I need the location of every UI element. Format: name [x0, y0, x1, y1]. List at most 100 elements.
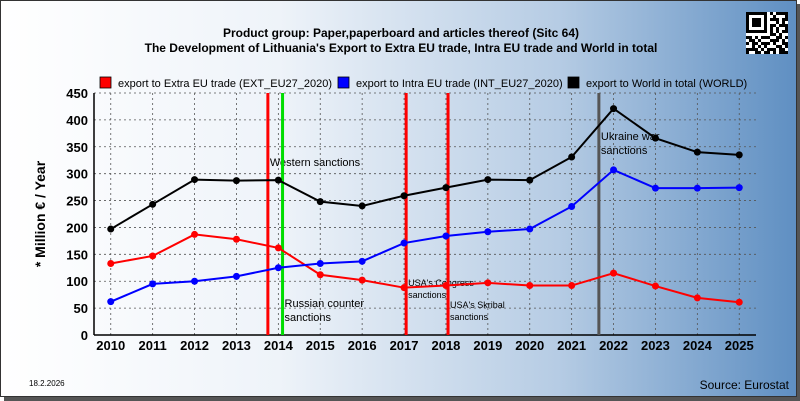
qr-module	[767, 51, 770, 54]
qr-module	[785, 45, 788, 48]
qr-module	[758, 18, 761, 21]
y-axis-label: * Million € / Year	[32, 160, 48, 267]
x-tick-label: 2014	[264, 338, 294, 353]
data-point	[484, 228, 492, 236]
qr-module	[755, 42, 758, 45]
data-point	[526, 225, 534, 233]
qr-module	[746, 51, 749, 54]
x-tick-label: 2020	[515, 338, 544, 353]
data-point	[149, 252, 157, 260]
y-tick-label: 250	[66, 194, 88, 209]
chart-subtitle: The Development of Lithuania's Export to…	[145, 41, 658, 55]
qr-module	[749, 48, 752, 51]
qr-module	[770, 33, 773, 36]
data-point	[610, 269, 618, 277]
qr-module	[758, 12, 761, 15]
qr-module	[752, 39, 755, 42]
qr-module	[764, 51, 767, 54]
qr-module	[779, 45, 782, 48]
qr-module	[782, 18, 785, 21]
qr-module	[758, 21, 761, 24]
qr-module	[752, 42, 755, 45]
qr-module	[755, 51, 758, 54]
qr-module	[782, 51, 785, 54]
event-marker-label: USA's Skribal	[450, 300, 505, 310]
qr-module	[770, 39, 773, 42]
x-tick-label: 2010	[96, 338, 125, 353]
qr-module	[755, 24, 758, 27]
qr-module	[758, 51, 761, 54]
qr-module	[776, 18, 779, 21]
qr-module	[758, 45, 761, 48]
qr-module	[764, 27, 767, 30]
qr-module	[773, 33, 776, 36]
qr-module	[782, 42, 785, 45]
qr-module	[782, 48, 785, 51]
qr-module	[785, 36, 788, 39]
qr-module	[770, 27, 773, 30]
event-marker-label: sanctions	[450, 312, 489, 322]
qr-module	[749, 39, 752, 42]
qr-module	[761, 30, 764, 33]
qr-module	[779, 33, 782, 36]
legend: export to Extra EU trade (EXT_EU27_2020)…	[99, 76, 747, 90]
x-tick-label: 2018	[431, 338, 460, 353]
qr-module	[746, 12, 749, 15]
qr-module	[746, 27, 749, 30]
qr-module	[755, 12, 758, 15]
x-tick-label: 2016	[348, 338, 377, 353]
qr-module	[773, 15, 776, 18]
data-point	[400, 239, 408, 247]
data-point	[191, 230, 199, 238]
legend-swatch	[99, 76, 112, 89]
x-tick-label: 2025	[725, 338, 754, 353]
qr-code-icon	[746, 12, 788, 54]
qr-module	[779, 12, 782, 15]
series-line	[110, 168, 740, 303]
qr-module	[776, 45, 779, 48]
qr-module	[746, 48, 749, 51]
date-stamp: 18.2.2026	[29, 379, 65, 388]
y-tick-label: 150	[66, 247, 88, 262]
qr-module	[752, 21, 755, 24]
qr-module	[776, 12, 779, 15]
x-tick-label: 2023	[641, 338, 670, 353]
data-point	[149, 200, 157, 208]
data-point	[735, 151, 743, 159]
event-marker-label: USA's Congress	[408, 278, 474, 288]
qr-module	[746, 30, 749, 33]
x-tick-label: 2024	[683, 338, 713, 353]
qr-module	[782, 21, 785, 24]
y-tick-label: 400	[66, 113, 88, 128]
data-point	[107, 298, 115, 306]
event-marker-label: Ukraine war	[601, 131, 660, 143]
qr-module	[764, 21, 767, 24]
data-point	[358, 276, 366, 284]
data-point	[526, 176, 534, 184]
qr-module	[752, 30, 755, 33]
data-point	[232, 235, 240, 243]
plot-area: 0 50 100 150 200 250 300 350 400 450 2010 2011 2012 2…	[66, 86, 756, 353]
qr-module	[785, 18, 788, 21]
qr-module	[770, 30, 773, 33]
qr-module	[755, 36, 758, 39]
qr-module	[749, 36, 752, 39]
legend-label: export to Intra EU trade (INT_EU27_2020)	[356, 78, 563, 90]
qr-module	[758, 24, 761, 27]
data-point	[442, 184, 450, 192]
qr-module	[746, 18, 749, 21]
qr-module	[785, 42, 788, 45]
qr-module	[773, 42, 776, 45]
data-point	[484, 176, 492, 184]
x-tick-label: 2022	[599, 338, 628, 353]
qr-module	[785, 51, 788, 54]
qr-module	[782, 12, 785, 15]
data-point	[484, 279, 492, 287]
qr-module	[764, 12, 767, 15]
qr-module	[770, 48, 773, 51]
qr-module	[776, 27, 779, 30]
data-point	[568, 202, 576, 210]
data-point	[568, 153, 576, 161]
qr-module	[782, 30, 785, 33]
